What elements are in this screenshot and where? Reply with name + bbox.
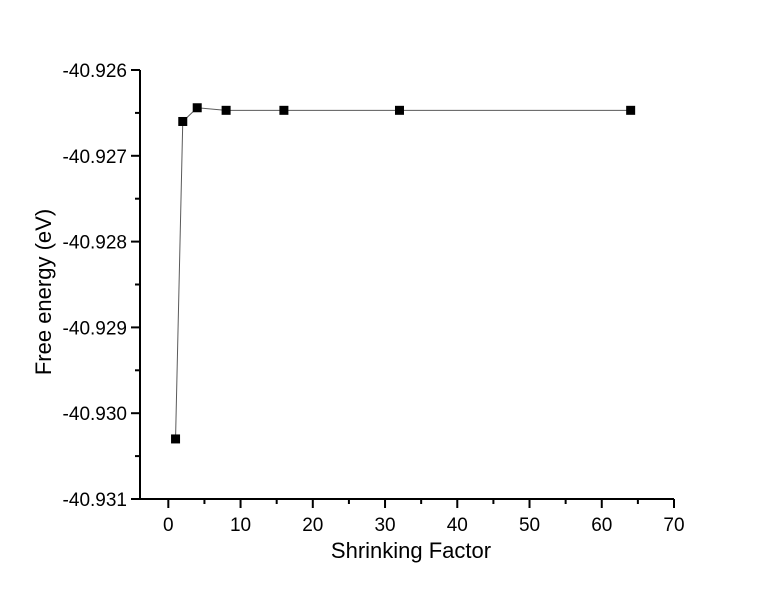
x-tick-label: 40 — [447, 515, 468, 536]
data-point-marker — [279, 105, 289, 115]
data-point-marker — [221, 105, 231, 115]
y-tick-label: -40.931 — [63, 490, 127, 511]
y-tick-label: -40.930 — [63, 404, 127, 425]
data-point-marker — [626, 105, 636, 115]
y-tick-label: -40.929 — [63, 318, 127, 339]
y-tick-label: -40.926 — [63, 61, 127, 82]
data-series-line — [175, 107, 631, 439]
x-tick-label: 20 — [302, 515, 323, 536]
x-tick-label: 70 — [663, 515, 684, 536]
x-tick-label: 50 — [519, 515, 540, 536]
y-tick-label: -40.928 — [63, 233, 127, 254]
data-point-marker — [394, 105, 404, 115]
y-axis-title: Free energy (eV) — [31, 208, 56, 376]
x-tick-label: 30 — [374, 515, 395, 536]
data-point-marker — [178, 116, 188, 126]
data-point-marker — [192, 103, 202, 113]
x-tick-label: 0 — [163, 515, 174, 536]
data-point-marker — [171, 434, 181, 444]
x-axis-title: Shrinking Factor — [330, 538, 492, 563]
x-tick-label: 10 — [230, 515, 251, 536]
x-tick-label: 60 — [591, 515, 612, 536]
y-tick-label: -40.927 — [63, 147, 127, 168]
